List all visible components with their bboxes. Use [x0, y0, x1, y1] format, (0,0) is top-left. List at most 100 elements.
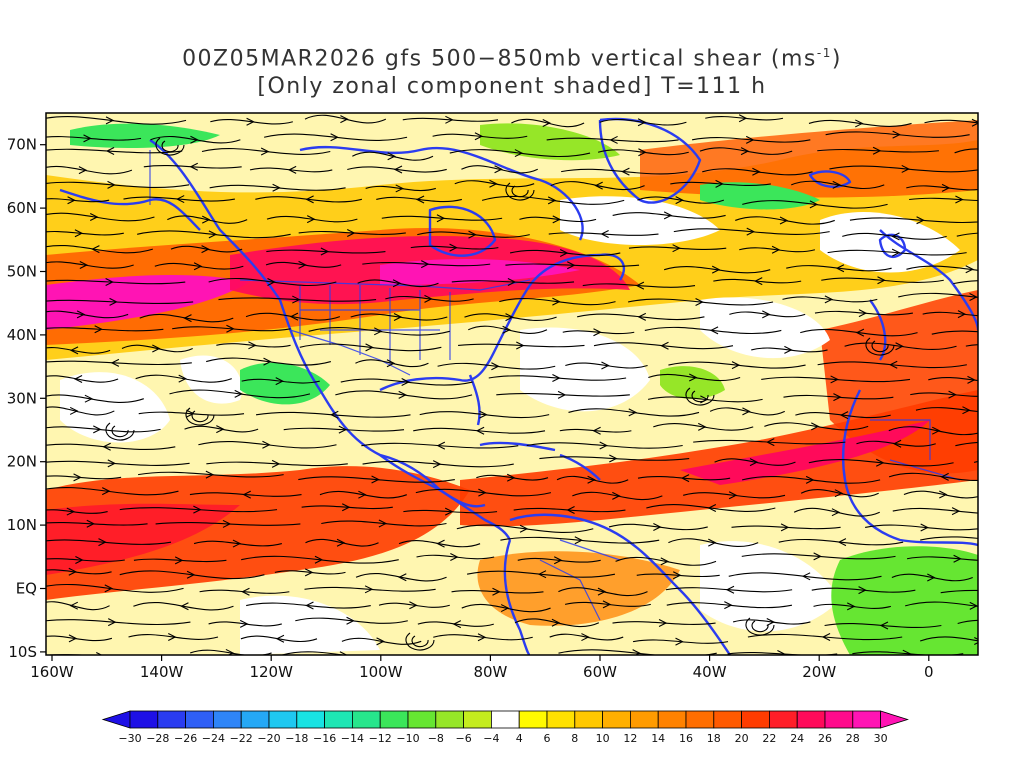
- streamline-arrow: [109, 297, 118, 306]
- streamline-arrow: [358, 490, 367, 499]
- streamline-arrow: [73, 473, 82, 482]
- streamline-arrow: [581, 633, 590, 642]
- colorbar-label: −8: [428, 732, 444, 745]
- streamline-arrow: [271, 459, 281, 468]
- streamline-arrow: [305, 601, 314, 610]
- streamline-arrow: [201, 215, 211, 224]
- streamline-arrow: [552, 215, 561, 224]
- lon-tick-label: 120W: [249, 663, 293, 681]
- streamline: [139, 313, 234, 323]
- streamline: [514, 618, 600, 628]
- streamline-arrow: [477, 633, 487, 642]
- streamline-eddy: [105, 422, 135, 441]
- streamline: [865, 524, 978, 531]
- streamline-arrow: [330, 133, 339, 142]
- streamline-arrow: [663, 211, 673, 220]
- streamline: [562, 330, 635, 335]
- hudson-bay: [428, 205, 497, 257]
- streamline-arrow: [436, 214, 446, 223]
- streamline-arrow: [927, 573, 936, 582]
- streamline-arrow: [262, 440, 271, 449]
- streamline-eddy: [185, 407, 215, 426]
- calm-patch-6: [700, 541, 840, 632]
- streamline-arrow: [612, 491, 621, 500]
- streamline-arrow: [707, 504, 717, 512]
- streamline: [365, 185, 436, 192]
- streamline-arrow: [398, 573, 407, 582]
- streamline-arrow: [728, 491, 738, 500]
- streamline-arrow: [102, 442, 111, 451]
- streamline-arrow: [872, 146, 882, 155]
- streamline-arrow: [635, 281, 645, 290]
- streamline-arrow: [931, 426, 941, 435]
- streamline-arrow: [805, 475, 815, 484]
- streamline-arrow: [672, 244, 681, 253]
- streamline: [844, 342, 957, 350]
- streamline-arrow: [476, 654, 479, 655]
- streamline-arrow: [105, 116, 115, 125]
- colorbar-label: 18: [707, 732, 721, 745]
- streamline: [496, 393, 630, 397]
- south-america-shear: [477, 551, 680, 626]
- streamline-arrow: [436, 441, 446, 450]
- lat-tick-label: 30N: [7, 389, 37, 407]
- streamline: [727, 651, 838, 655]
- streamline: [335, 390, 473, 400]
- streamline-arrow: [832, 180, 841, 189]
- streamline: [922, 311, 978, 317]
- streamline: [714, 458, 796, 466]
- streamline: [597, 149, 689, 156]
- streamline-arrow: [902, 649, 912, 655]
- streamline-arrow: [450, 553, 459, 562]
- streamline: [910, 392, 978, 397]
- streamline: [46, 198, 110, 203]
- streamline: [361, 442, 519, 449]
- streamline-arrow: [940, 472, 949, 481]
- north-america-coast: [149, 139, 486, 508]
- streamline-arrow: [304, 568, 314, 577]
- streamline-arrow: [386, 359, 396, 368]
- streamline: [666, 602, 793, 609]
- lat-tick-label: 40N: [7, 326, 37, 344]
- streamline: [761, 376, 911, 383]
- lon-tick-label: 160W: [30, 663, 74, 681]
- streamline: [198, 441, 337, 449]
- streamline: [216, 343, 291, 348]
- map-title-close: ): [831, 46, 842, 72]
- streamline: [410, 245, 499, 250]
- streamline: [119, 570, 265, 580]
- streamline: [751, 347, 828, 353]
- streamline: [741, 553, 896, 560]
- colorbar-cell: [713, 710, 742, 729]
- streamline: [46, 212, 155, 222]
- streamline: [829, 165, 978, 173]
- streamline: [298, 476, 455, 483]
- streamline: [824, 623, 942, 629]
- streamline: [856, 440, 936, 447]
- streamline: [888, 426, 978, 436]
- streamline-arrow: [892, 130, 901, 139]
- streamline-arrow: [675, 196, 684, 205]
- streamline-arrow: [637, 312, 647, 321]
- streamline: [931, 330, 978, 335]
- streamline-arrow: [839, 411, 849, 420]
- streamline: [403, 509, 498, 514]
- colorbar-cell: [240, 710, 270, 729]
- map-frame: [45, 112, 979, 656]
- streamline: [903, 490, 978, 499]
- streamline: [955, 441, 978, 447]
- streamline-arrow: [969, 601, 978, 610]
- streamline: [786, 265, 892, 272]
- state-lines-mid: [300, 290, 451, 360]
- streamline: [206, 357, 332, 366]
- streamline: [433, 634, 533, 641]
- streamline-arrow: [491, 362, 500, 371]
- streamline-arrow: [592, 426, 601, 435]
- colorbar-label: 16: [679, 732, 693, 745]
- streamline-arrow: [444, 507, 454, 516]
- streamline-arrow: [69, 406, 79, 415]
- streamline: [46, 394, 144, 403]
- streamline-arrow: [305, 195, 314, 204]
- streamline: [454, 180, 535, 188]
- streamline: [417, 621, 494, 627]
